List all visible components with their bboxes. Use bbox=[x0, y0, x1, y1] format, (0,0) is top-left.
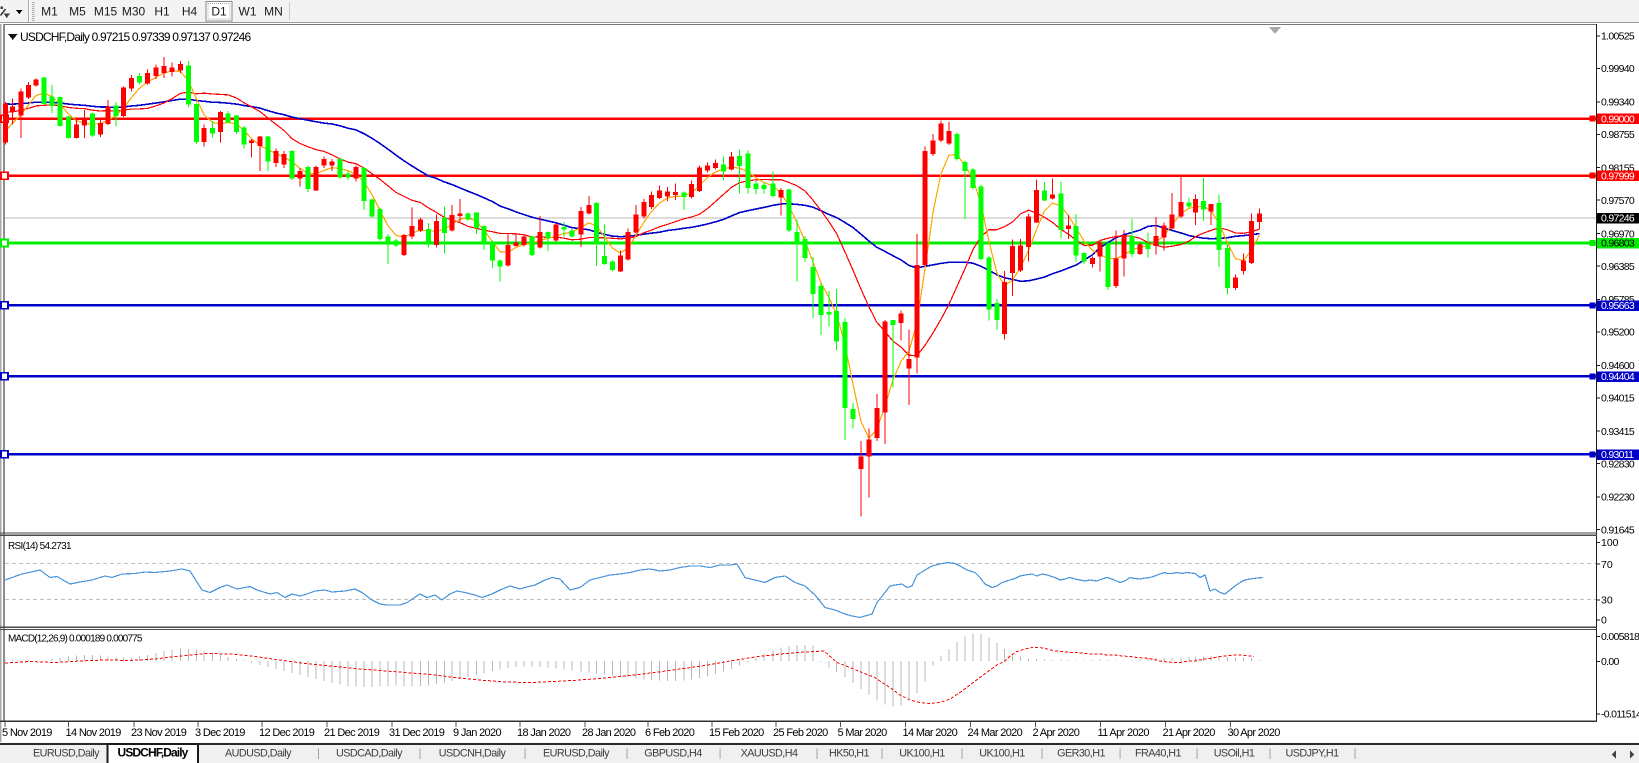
svg-text:15 Feb 2020: 15 Feb 2020 bbox=[709, 727, 764, 739]
svg-text:|: | bbox=[524, 748, 527, 760]
svg-text:0.96385: 0.96385 bbox=[1601, 261, 1635, 273]
svg-text:0.00: 0.00 bbox=[1601, 656, 1619, 668]
svg-text:USDCHF,Daily 0.97215 0.97339: USDCHF,Daily 0.97215 0.97339 0.97137 0.9… bbox=[20, 30, 251, 44]
svg-text:28 Jan 2020: 28 Jan 2020 bbox=[582, 727, 636, 739]
svg-text:6 Feb 2020: 6 Feb 2020 bbox=[645, 727, 695, 739]
svg-text:100: 100 bbox=[1601, 537, 1619, 549]
svg-text:|: | bbox=[1119, 748, 1122, 760]
svg-text:23 Nov 2019: 23 Nov 2019 bbox=[131, 727, 187, 739]
svg-text:EURUSD,Daily: EURUSD,Daily bbox=[33, 748, 100, 760]
svg-text:5 Mar 2020: 5 Mar 2020 bbox=[838, 727, 888, 739]
svg-text:0.96970: 0.96970 bbox=[1601, 228, 1635, 240]
svg-text:M1: M1 bbox=[41, 5, 58, 19]
svg-text:AUDUSD,Daily: AUDUSD,Daily bbox=[225, 748, 292, 760]
svg-text:30: 30 bbox=[1601, 595, 1613, 607]
svg-text:12 Dec 2019: 12 Dec 2019 bbox=[259, 727, 315, 739]
svg-text:GER30,H1: GER30,H1 bbox=[1057, 748, 1105, 760]
svg-text:RSI(14) 54.2731: RSI(14) 54.2731 bbox=[8, 541, 72, 552]
svg-text:0.97246: 0.97246 bbox=[1601, 213, 1635, 225]
svg-text:GBPUSD,H4: GBPUSD,H4 bbox=[644, 748, 702, 760]
svg-text:0.95663: 0.95663 bbox=[1601, 300, 1635, 312]
svg-text:0.95200: 0.95200 bbox=[1601, 327, 1635, 339]
svg-text:USDCAD,Daily: USDCAD,Daily bbox=[336, 748, 403, 760]
svg-text:|: | bbox=[816, 748, 819, 760]
svg-text:|: | bbox=[1041, 748, 1044, 760]
svg-text:|: | bbox=[1269, 748, 1272, 760]
svg-text:XAUUSD,H4: XAUUSD,H4 bbox=[741, 748, 798, 760]
svg-text:USDCHF,Daily: USDCHF,Daily bbox=[118, 746, 189, 760]
svg-text:0.94600: 0.94600 bbox=[1601, 360, 1635, 372]
svg-text:|: | bbox=[881, 748, 884, 760]
svg-text:0.93415: 0.93415 bbox=[1601, 426, 1635, 438]
svg-text:11 Apr 2020: 11 Apr 2020 bbox=[1098, 727, 1150, 739]
svg-text:|: | bbox=[1196, 748, 1199, 760]
svg-text:0.97999: 0.97999 bbox=[1601, 170, 1635, 182]
svg-text:0.99000: 0.99000 bbox=[1601, 113, 1635, 125]
svg-text:M30: M30 bbox=[122, 5, 146, 19]
svg-text:0: 0 bbox=[1601, 615, 1607, 627]
svg-text:0.96803: 0.96803 bbox=[1601, 238, 1635, 250]
svg-text:5 Nov 2019: 5 Nov 2019 bbox=[2, 727, 52, 739]
svg-text:0.99340: 0.99340 bbox=[1601, 97, 1635, 109]
svg-text:|: | bbox=[719, 748, 722, 760]
svg-text:14 Nov 2019: 14 Nov 2019 bbox=[66, 727, 122, 739]
svg-text:3 Dec 2019: 3 Dec 2019 bbox=[195, 727, 245, 739]
svg-text:UK100,H1: UK100,H1 bbox=[979, 748, 1025, 760]
svg-text:H4: H4 bbox=[182, 5, 198, 19]
svg-text:W1: W1 bbox=[239, 5, 257, 19]
svg-text:|: | bbox=[419, 748, 422, 760]
svg-text:21 Apr 2020: 21 Apr 2020 bbox=[1163, 727, 1216, 739]
svg-text:21 Dec 2019: 21 Dec 2019 bbox=[324, 727, 380, 739]
svg-text:MACD(12,26,9) 0.000189 0.00077: MACD(12,26,9) 0.000189 0.000775 bbox=[8, 634, 143, 645]
svg-text:31 Dec 2019: 31 Dec 2019 bbox=[389, 727, 445, 739]
svg-text:9 Jan 2020: 9 Jan 2020 bbox=[453, 727, 501, 739]
svg-text:EURUSD,Daily: EURUSD,Daily bbox=[543, 748, 610, 760]
svg-text:D1: D1 bbox=[211, 5, 227, 19]
svg-text:14 Mar 2020: 14 Mar 2020 bbox=[903, 727, 958, 739]
svg-text:0.93011: 0.93011 bbox=[1601, 449, 1634, 461]
svg-text:UK100,H1: UK100,H1 bbox=[899, 748, 945, 760]
svg-text:0.005818: 0.005818 bbox=[1601, 631, 1639, 643]
svg-text:0.94404: 0.94404 bbox=[1601, 371, 1635, 383]
svg-text:0.98755: 0.98755 bbox=[1601, 129, 1635, 141]
svg-text:|: | bbox=[1354, 748, 1357, 760]
svg-text:30 Apr 2020: 30 Apr 2020 bbox=[1228, 727, 1281, 739]
svg-text:USDJPY,H1: USDJPY,H1 bbox=[1285, 748, 1339, 760]
svg-text:M15: M15 bbox=[94, 5, 118, 19]
svg-text:USOil,H1: USOil,H1 bbox=[1214, 748, 1255, 760]
svg-text:|: | bbox=[317, 748, 320, 760]
svg-text:FRA40,H1: FRA40,H1 bbox=[1135, 748, 1182, 760]
svg-text:|: | bbox=[626, 748, 629, 760]
svg-text:-0.011514: -0.011514 bbox=[1601, 709, 1639, 721]
svg-text:24 Mar 2020: 24 Mar 2020 bbox=[968, 727, 1023, 739]
svg-text:1.00525: 1.00525 bbox=[1601, 31, 1635, 43]
svg-text:MN: MN bbox=[264, 5, 283, 19]
svg-text:0.92830: 0.92830 bbox=[1601, 458, 1635, 470]
svg-text:25 Feb 2020: 25 Feb 2020 bbox=[773, 727, 828, 739]
svg-text:0.97570: 0.97570 bbox=[1601, 195, 1635, 207]
svg-text:18 Jan 2020: 18 Jan 2020 bbox=[517, 727, 571, 739]
svg-text:0.91645: 0.91645 bbox=[1601, 524, 1635, 536]
svg-text:0.99940: 0.99940 bbox=[1601, 63, 1635, 75]
svg-text:70: 70 bbox=[1601, 559, 1613, 571]
svg-text:USDCNH,Daily: USDCNH,Daily bbox=[439, 748, 507, 760]
svg-text:0.92230: 0.92230 bbox=[1601, 492, 1635, 504]
svg-text:|: | bbox=[961, 748, 964, 760]
svg-text:M5: M5 bbox=[69, 5, 86, 19]
svg-text:2 Apr 2020: 2 Apr 2020 bbox=[1033, 727, 1080, 739]
svg-text:H1: H1 bbox=[154, 5, 170, 19]
svg-text:HK50,H1: HK50,H1 bbox=[829, 748, 870, 760]
svg-text:0.94015: 0.94015 bbox=[1601, 393, 1635, 405]
